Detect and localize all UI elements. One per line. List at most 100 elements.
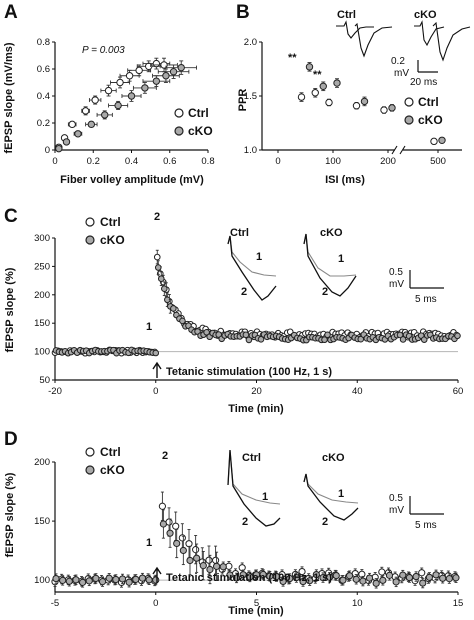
cko-point (360, 97, 369, 106)
legend-d-cko-label: cKO (100, 463, 125, 477)
panel-c-ytick-labels: 50 100 150 200 250 300 (34, 233, 50, 386)
cko-point (59, 576, 67, 584)
panel-c-stimulation-label: Tetanic stimulation (100 Hz, 1 s) (166, 366, 332, 378)
panel-c-inset-cko-label: cKO (320, 227, 343, 239)
x-tick-label: 500 (430, 156, 446, 167)
cko-point (118, 575, 127, 583)
panel-c-trace-ctrl-label-1: 1 (256, 251, 262, 263)
cko-point (114, 101, 122, 110)
cko-point (306, 577, 314, 585)
cko-point (72, 576, 80, 584)
panel-c-trace-cko-1 (303, 233, 357, 277)
ctrl-point (311, 89, 319, 97)
cko-point (333, 79, 341, 87)
cko-point (438, 136, 446, 144)
cko-point (399, 336, 407, 343)
legend-d-ctrl-marker (85, 447, 95, 457)
cko-point (127, 92, 136, 100)
cko-point (193, 554, 201, 562)
cko-point (425, 573, 433, 581)
cko-point (439, 574, 447, 582)
cko-point (452, 574, 460, 582)
panel-d-xtick-labels: -5 0 5 10 15 (51, 598, 464, 609)
panel-b-trace-cko-1 (414, 20, 445, 47)
ctrl-point (158, 502, 166, 510)
cko-point (219, 563, 227, 571)
cko-point (152, 576, 160, 584)
panel-d-marks (51, 491, 460, 589)
panel-b-scalebar-mv-value: 0.2 (391, 56, 405, 67)
panel-b-inset-cko-label: cKO (414, 9, 437, 21)
panel-b-xtick-labels: 0 100 200 500 (275, 156, 446, 167)
panel-d-scalebar-mv-value: 0.5 (389, 493, 403, 504)
panel-d-scalebar-mv-unit: mV (389, 505, 404, 516)
panel-d-stimulation-label: Tetanic stimulation (100 Hz, 1 s) (166, 572, 332, 584)
panel-d-scalebar-ms: 5 ms (415, 520, 437, 531)
legend-c-ctrl-label: Ctrl (100, 215, 121, 229)
panel-d-label: D (4, 429, 18, 450)
legend-c-cko-label: cKO (100, 233, 125, 247)
cko-point (101, 111, 109, 119)
panel-b-ylabel: PPR (237, 89, 249, 112)
panel-d-trace-cko-label-1: 1 (338, 488, 344, 500)
ctrl-point (68, 120, 76, 129)
x-tick-label: 0 (52, 156, 57, 167)
y-tick-label: 300 (34, 233, 50, 244)
cko-point (324, 331, 331, 339)
y-tick-label: 200 (34, 290, 50, 301)
panel-b-trace-ctrl-1 (336, 20, 374, 39)
cko-point (162, 72, 170, 80)
panel-a-legend: Ctrl cKO (174, 106, 213, 138)
panel-c-mark-1: 1 (146, 321, 152, 333)
ctrl-point (192, 546, 200, 554)
panel-b-axes (259, 41, 462, 155)
panel-c-legend: Ctrl cKO (85, 215, 125, 247)
cko-point (212, 562, 221, 570)
x-tick-label: 0 (153, 598, 158, 609)
panel-d-trace-ctrl-label-1: 1 (262, 491, 268, 503)
cko-point (92, 574, 100, 582)
panel-d-trace-cko-2 (303, 473, 359, 521)
cko-point (206, 565, 214, 574)
panel-d-trace-cko-1 (303, 473, 359, 504)
panel-d-trace-ctrl-2 (227, 449, 281, 527)
panel-c-axes (52, 237, 459, 383)
panel-b-scalebar-mv-unit: mV (394, 68, 409, 79)
panel-c-stimulation-arrow (152, 361, 162, 378)
panel-b-trace-cko-2 (432, 21, 471, 62)
panel-c: C -20 0 20 40 60 50 100 150 200 250 300 Time (min… (4, 206, 463, 415)
legend-b-cko-marker (404, 115, 414, 125)
cko-point (98, 578, 107, 586)
cko-point (345, 572, 354, 580)
cko-point (365, 574, 374, 582)
y-tick-label: 150 (34, 516, 50, 527)
x-tick-label: 200 (380, 156, 396, 167)
panel-b-significance-100: ** (313, 69, 322, 81)
cko-point (105, 574, 113, 582)
cko-point (242, 331, 250, 339)
cko-point (272, 572, 281, 581)
cko-point (159, 520, 167, 528)
panel-c-trace-ctrl-1 (227, 235, 277, 277)
axis-break-mark (391, 145, 398, 155)
ctrl-point (298, 567, 306, 576)
y-tick-label: 0 (45, 145, 50, 156)
panel-c-trace-cko-2 (303, 233, 357, 297)
panel-a-ylabel: fEPSP slope (mV/ms) (3, 42, 15, 153)
ctrl-point (178, 534, 186, 542)
cko-point (161, 285, 168, 293)
ctrl-point (352, 102, 361, 110)
panel-c-marks (51, 249, 461, 357)
cko-point (379, 576, 387, 584)
panel-c-ylabel: fEPSP slope (%) (4, 267, 16, 352)
panel-c-trace-ctrl-2 (227, 235, 277, 301)
panel-b-xlabel: ISI (ms) (325, 174, 365, 186)
y-tick-label: 250 (34, 261, 50, 272)
y-tick-label: 2.0 (244, 37, 257, 48)
ctrl-point (153, 253, 161, 261)
cko-point (186, 556, 194, 565)
y-tick-label: 1.0 (244, 145, 257, 156)
cko-point (169, 68, 178, 76)
cko-point (312, 570, 320, 579)
cko-point (232, 574, 241, 582)
